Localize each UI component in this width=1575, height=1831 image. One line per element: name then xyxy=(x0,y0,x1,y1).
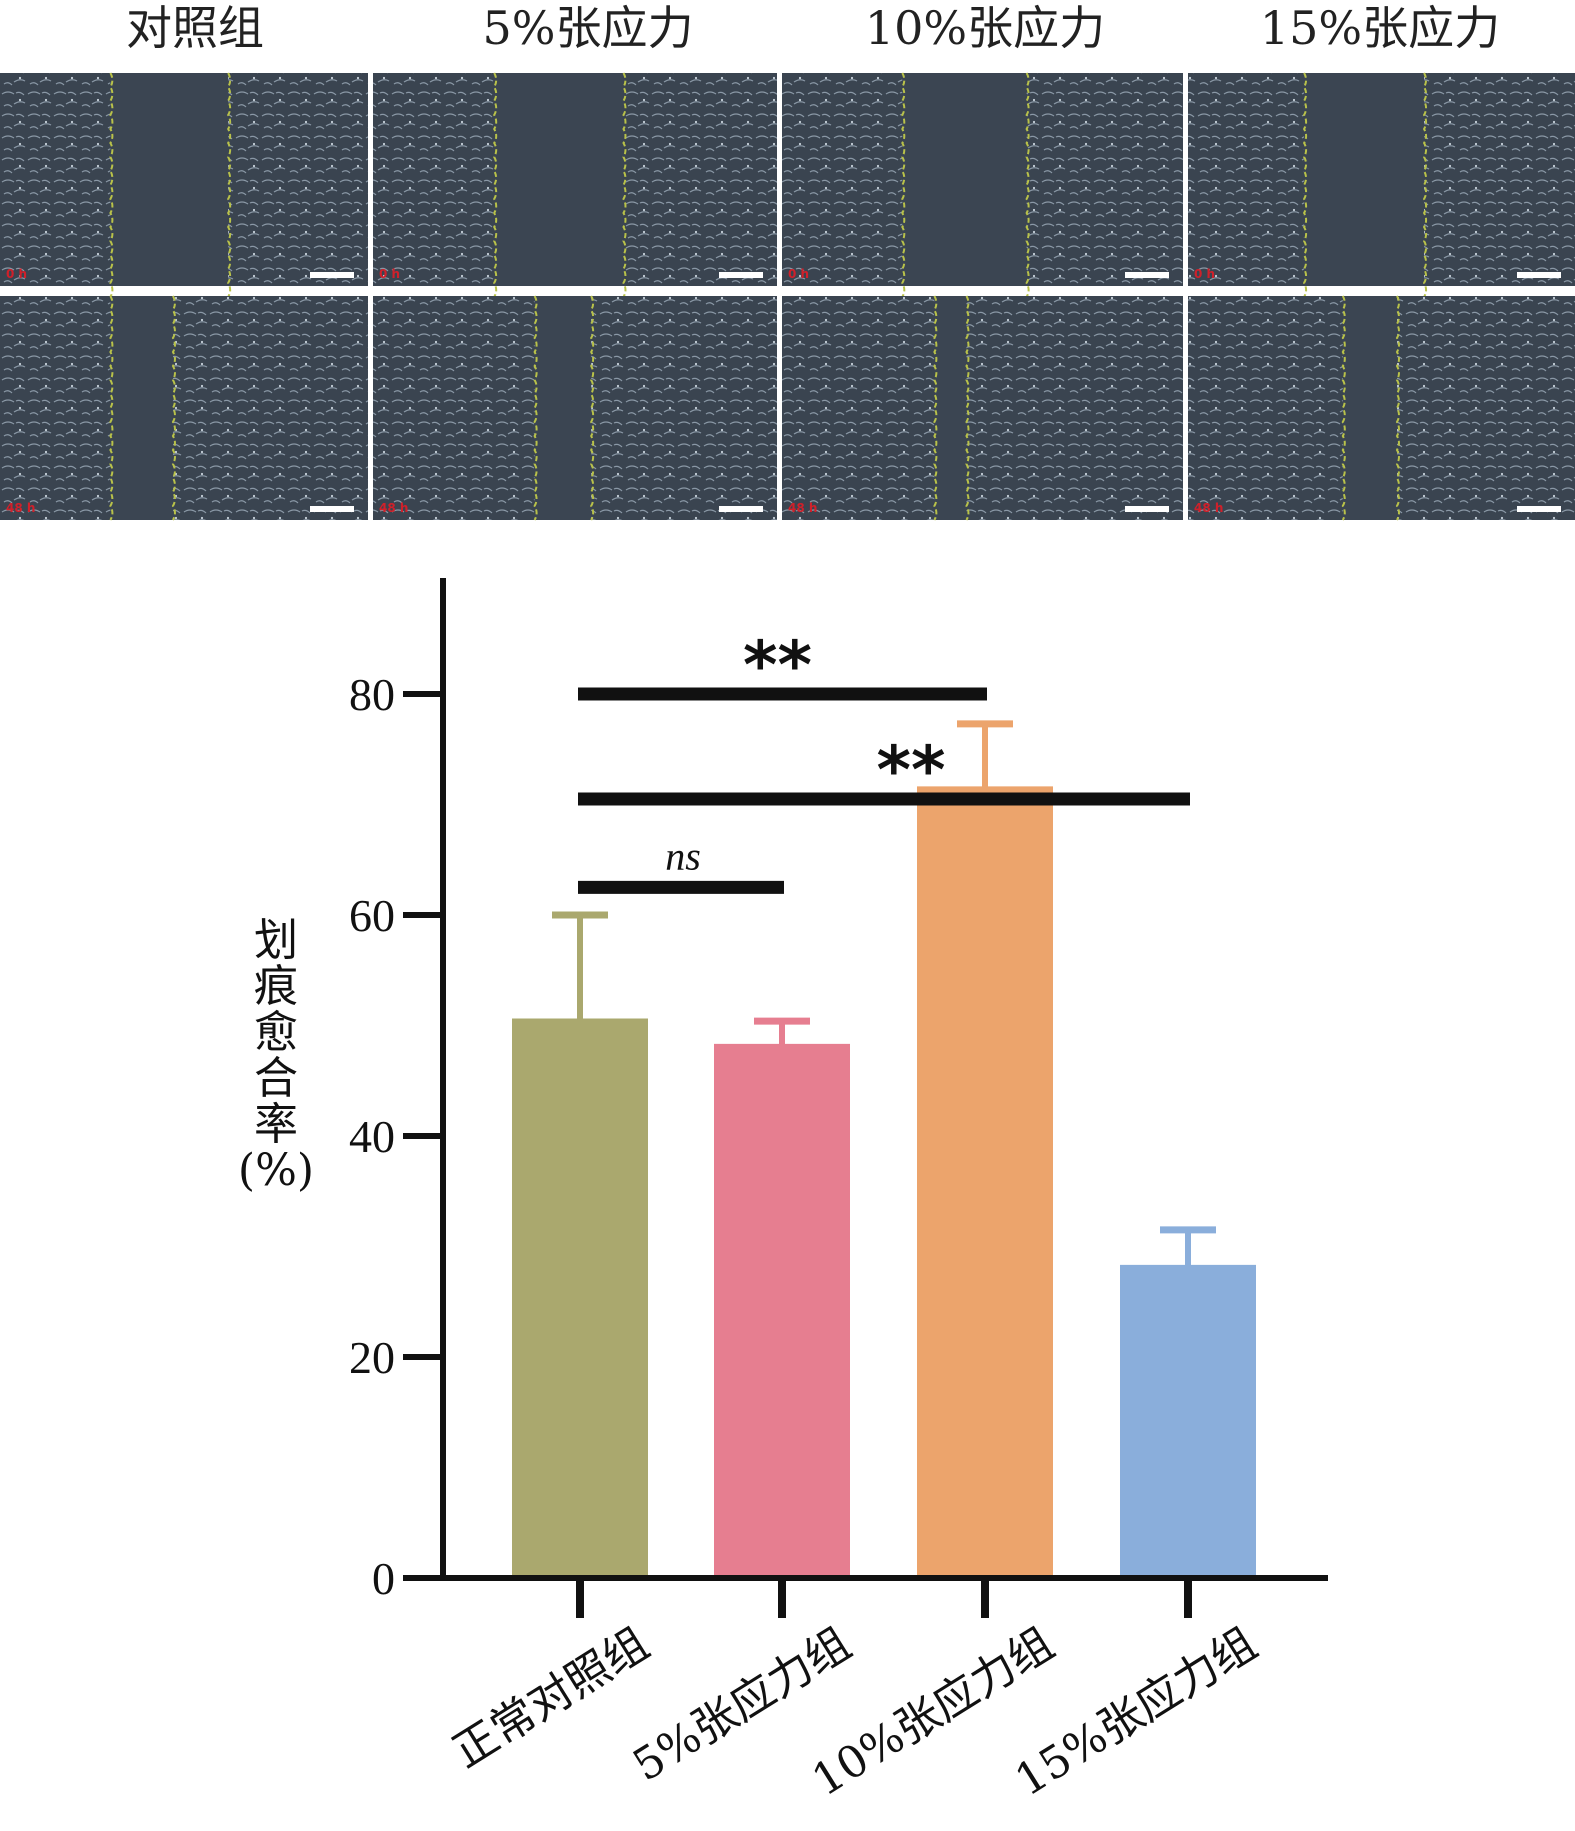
scale-bar xyxy=(1517,272,1561,278)
time-stamp: 0 h xyxy=(788,267,809,281)
wound-edge-line xyxy=(1341,295,1346,521)
y-tick-label: 0 xyxy=(372,1553,395,1604)
wound-edge-line xyxy=(1302,72,1308,298)
significance-brackets: ** ** ns xyxy=(578,627,1190,894)
y-tick-label: 60 xyxy=(349,890,395,941)
wound-edge-line xyxy=(533,295,538,521)
micrograph-panel: 0 h xyxy=(0,72,368,298)
y-tick-label: 80 xyxy=(349,669,395,720)
time-stamp: 48 h xyxy=(379,501,408,515)
significance-label: ** xyxy=(743,627,812,704)
wound-edge-line xyxy=(109,295,114,521)
column-title-control: 对照组 xyxy=(126,1,264,55)
time-stamp: 0 h xyxy=(1194,267,1215,281)
time-stamp: 48 h xyxy=(6,501,35,515)
bar xyxy=(1120,1266,1256,1578)
y-axis-label-char: 痕 xyxy=(254,961,298,1012)
scale-bar xyxy=(719,272,763,278)
y-tick-label: 40 xyxy=(349,1111,395,1162)
micrograph-panel: 48 h xyxy=(0,295,368,521)
axes: 0 20 40 60 80 xyxy=(349,578,1328,1618)
y-tick-label: 20 xyxy=(349,1332,395,1383)
micrograph-panel: 0 h xyxy=(782,72,1183,298)
micrograph-panel: 48 h xyxy=(782,295,1183,521)
wound-gap xyxy=(902,73,1027,286)
column-title-15pct: 15%张应力 xyxy=(1260,1,1500,55)
scale-bar xyxy=(1125,506,1169,512)
time-stamp: 0 h xyxy=(6,267,27,281)
scale-bar xyxy=(1517,506,1561,512)
wound-edge-line xyxy=(933,295,938,521)
y-axis-label-char: 率 xyxy=(254,1099,298,1150)
column-title-10pct: 10%张应力 xyxy=(865,1,1105,55)
wound-gap xyxy=(534,296,592,520)
scale-bar xyxy=(310,272,354,278)
wound-gap xyxy=(110,296,173,520)
time-stamp: 48 h xyxy=(788,501,817,515)
column-titles: 对照组 5%张应力 10%张应力 15%张应力 xyxy=(126,1,1500,55)
wound-edge-line xyxy=(493,72,498,298)
micrograph-panel: 48 h xyxy=(1188,295,1575,521)
wound-edge-line xyxy=(227,72,232,298)
error-bars xyxy=(512,720,1256,1268)
column-title-5pct: 5%张应力 xyxy=(483,1,694,55)
time-stamp: 48 h xyxy=(1194,501,1223,515)
wound-edge-line xyxy=(590,295,595,521)
micrograph-panel: 0 h xyxy=(373,72,777,298)
wound-edge-line xyxy=(965,295,970,521)
cell-field xyxy=(0,296,368,520)
x-category-label: 正常对照组 xyxy=(444,1618,658,1778)
y-axis-label-char: (%) xyxy=(238,1145,314,1196)
wound-gap xyxy=(1342,296,1397,520)
bar xyxy=(714,1045,850,1578)
scale-bar xyxy=(310,506,354,512)
scale-bar xyxy=(1125,272,1169,278)
wound-gap xyxy=(934,296,967,520)
micrograph-panel: 0 h xyxy=(1188,72,1575,298)
wound-edge-line xyxy=(109,72,114,298)
wound-edge-line xyxy=(622,72,627,298)
bars xyxy=(512,787,1256,1578)
bar xyxy=(917,787,1053,1578)
cell-field xyxy=(782,296,1183,520)
wound-gap xyxy=(494,73,624,286)
wound-edge-line xyxy=(901,72,906,298)
significance-label: ns xyxy=(665,833,701,878)
y-axis-label-char: 合 xyxy=(254,1053,298,1104)
significance-label: ** xyxy=(876,732,945,809)
wound-edge-line xyxy=(1025,72,1030,298)
y-axis-label-char: 划 xyxy=(254,915,298,966)
wound-edge-line xyxy=(1395,295,1400,521)
y-axis-label-char: 愈 xyxy=(254,1007,298,1058)
time-stamp: 0 h xyxy=(379,267,400,281)
wound-edge-line xyxy=(171,295,176,521)
micrograph-grid: 0 h 0 h 0 h 0 h 48 h 48 h 48 h 48 h xyxy=(0,72,1575,521)
micrograph-panel: 48 h xyxy=(373,295,777,521)
bar xyxy=(512,1019,648,1578)
wound-gap xyxy=(1304,73,1425,286)
scale-bar xyxy=(719,506,763,512)
wound-gap xyxy=(110,73,229,286)
wound-edge-line xyxy=(1422,72,1428,298)
